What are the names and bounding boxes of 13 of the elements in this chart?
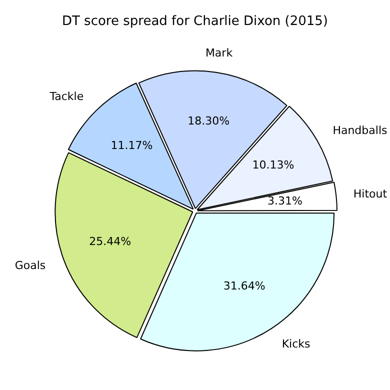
chart-title: DT score spread for Charlie Dixon (2015)	[60, 14, 330, 29]
slice-label: Mark	[205, 46, 234, 60]
data-label: 10.13%	[252, 158, 294, 172]
slice-label: Handballs	[332, 124, 388, 137]
slice-label: Hitout	[353, 187, 388, 200]
data-label: 25.44%	[89, 235, 132, 248]
data-label: 3.31%	[268, 194, 302, 208]
slice-label: Kicks	[282, 337, 311, 350]
data-label: 11.17%	[110, 139, 153, 152]
slice-label: Tackle	[48, 90, 84, 104]
data-label: 31.64%	[223, 280, 266, 293]
slice-label: Goals	[14, 259, 46, 272]
data-label: 18.30%	[188, 114, 230, 128]
